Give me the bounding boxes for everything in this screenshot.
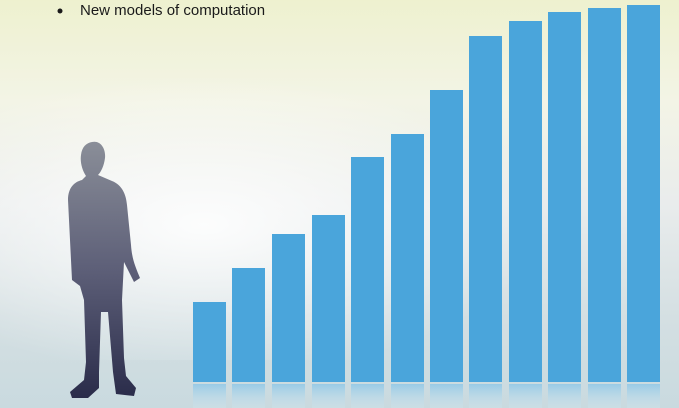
bar-reflection bbox=[272, 384, 305, 408]
bullet-dot bbox=[57, 8, 63, 14]
bar-reflection bbox=[351, 384, 384, 408]
bar-graphic bbox=[351, 157, 384, 382]
bar-reflection bbox=[548, 384, 581, 408]
bar-reflections bbox=[193, 384, 660, 408]
bar-reflection bbox=[232, 384, 265, 408]
bar-graphic bbox=[509, 21, 542, 382]
bar-graphic bbox=[312, 215, 345, 382]
bar-graphic bbox=[391, 134, 424, 382]
bar-graphic bbox=[430, 90, 463, 382]
bar-reflection bbox=[312, 384, 345, 408]
bar-reflection bbox=[627, 384, 660, 408]
bar-reflection bbox=[469, 384, 502, 408]
bar-reflection bbox=[509, 384, 542, 408]
bar-graphic bbox=[193, 302, 226, 382]
bar-graphic bbox=[627, 5, 660, 382]
bullet-text: New models of computation bbox=[80, 2, 265, 19]
bar-reflection bbox=[588, 384, 621, 408]
bar-reflection bbox=[391, 384, 424, 408]
bar-reflection bbox=[430, 384, 463, 408]
bar-graphic bbox=[272, 234, 305, 382]
bar-graphic bbox=[548, 12, 581, 382]
man-silhouette bbox=[68, 141, 140, 399]
bar-graphic bbox=[588, 8, 621, 382]
bar-reflection bbox=[193, 384, 226, 408]
bar-graphic bbox=[469, 36, 502, 382]
decorative-bars bbox=[193, 5, 660, 382]
bar-graphic bbox=[232, 268, 265, 382]
